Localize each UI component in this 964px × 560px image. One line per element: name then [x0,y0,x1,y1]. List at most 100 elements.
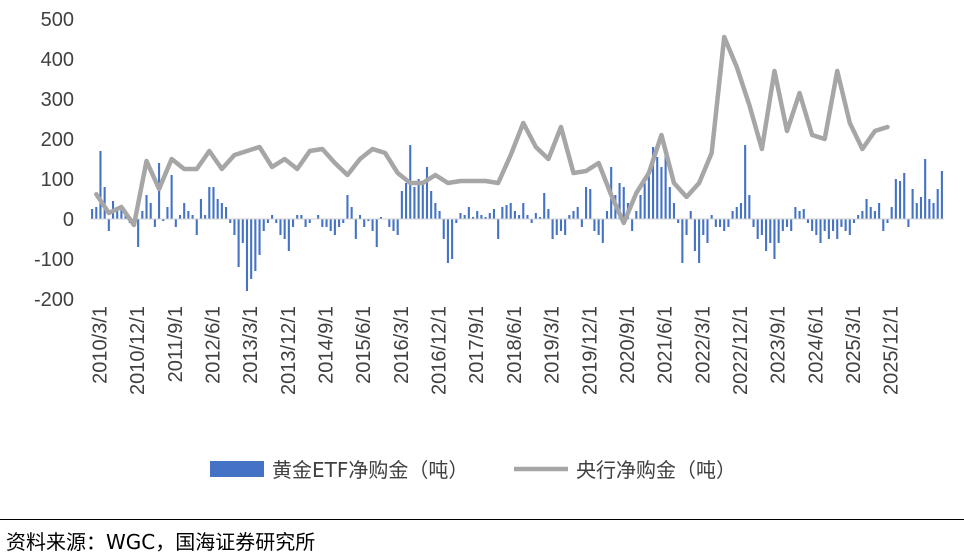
etf-bar [451,219,454,259]
etf-bar [685,219,688,235]
etf-bar [518,215,521,219]
etf-bar [668,187,671,219]
etf-bar [262,219,265,231]
etf-bar [379,217,382,219]
etf-bar [752,219,755,227]
etf-bar [597,219,600,235]
y-tick-label: 300 [41,89,74,111]
etf-bar [149,203,152,219]
y-tick-label: 100 [41,169,74,191]
chart: -200 -100 0 100 200 300 400 500 2010/3/1 2010/12… [34,9,944,482]
etf-bar [162,219,165,221]
etf-bar [924,159,927,219]
etf-bar [308,219,311,223]
etf-bar [287,219,290,251]
etf-bar [677,219,680,223]
etf-bar [823,219,826,231]
etf-bar [467,207,470,219]
etf-bar [204,215,207,219]
etf-bar [145,195,148,219]
etf-bar [656,157,659,219]
etf-bar [513,211,516,219]
etf-bar [652,147,655,219]
etf-bar [430,191,433,219]
etf-bar [191,215,194,219]
etf-bar [576,207,579,219]
etf-bar [802,209,805,219]
etf-bar [195,219,198,235]
etf-bar [840,219,843,227]
x-tick-label: 2011/9/1 [165,306,187,382]
etf-bar [304,219,307,227]
etf-bar [932,203,935,219]
etf-bar [329,219,332,231]
etf-bar [442,219,445,239]
etf-bar [568,215,571,219]
etf-bar [241,219,244,243]
etf-bar [120,209,123,219]
etf-bar [547,209,550,219]
x-tick-label: 2016/3/1 [391,306,413,384]
etf-bar [718,219,722,227]
etf-bar [522,203,525,219]
etf-bar [438,211,441,219]
y-tick-label: 200 [41,129,74,151]
etf-bar [187,211,190,219]
etf-bar [446,219,449,263]
source-divider [0,519,964,520]
etf-bar [538,217,542,219]
etf-bar [417,179,420,219]
etf-bar [91,209,94,219]
etf-bar [346,195,349,219]
etf-bar [400,191,403,219]
y-axis: -200 -100 0 100 200 300 400 500 [34,9,74,311]
etf-bar [572,211,575,219]
etf-bar [551,219,554,239]
etf-bar [338,219,341,227]
legend-bar-label: 黄金ETF净购金（吨） [272,458,468,482]
central-bank-line [94,34,890,228]
etf-bar [765,219,768,251]
etf-bar [484,217,487,219]
etf-bar [116,207,119,219]
x-tick-label: 2022/12/1 [730,306,752,395]
etf-bar [321,219,324,227]
etf-bar [781,219,784,231]
x-tick-label: 2015/6/1 [353,306,375,384]
etf-bar [296,215,299,219]
etf-bar [618,183,621,219]
etf-bar [857,215,860,219]
etf-bar [342,219,345,223]
etf-bar [882,219,885,231]
etf-bar [672,203,676,219]
x-tick-label: 2013/3/1 [240,306,262,384]
legend-line-label: 央行净购金（吨） [576,458,736,482]
etf-bar [622,187,625,219]
etf-bar [534,213,537,219]
etf-bar [748,195,751,219]
x-tick-label: 2025/3/1 [843,306,865,384]
etf-bar [735,207,738,219]
etf-bar [354,219,357,239]
etf-bar [777,219,780,243]
etf-bar [702,219,705,235]
etf-bar [425,167,429,219]
etf-bar [815,219,818,235]
etf-bar [421,183,424,219]
etf-bar [827,219,830,239]
etf-bar [95,207,98,219]
etf-bar [861,211,864,219]
etf-bar [258,219,261,255]
etf-bar [371,219,374,231]
x-tick-label: 2014/9/1 [316,306,338,384]
etf-bar [480,215,483,219]
etf-bar [873,211,876,219]
etf-bar [367,219,370,221]
etf-bar [643,183,646,219]
etf-bar [903,173,906,219]
etf-bar [601,219,604,243]
etf-bar [463,215,466,219]
etf-bar [279,219,282,235]
etf-bar [869,207,872,219]
etf-bar [631,219,634,231]
